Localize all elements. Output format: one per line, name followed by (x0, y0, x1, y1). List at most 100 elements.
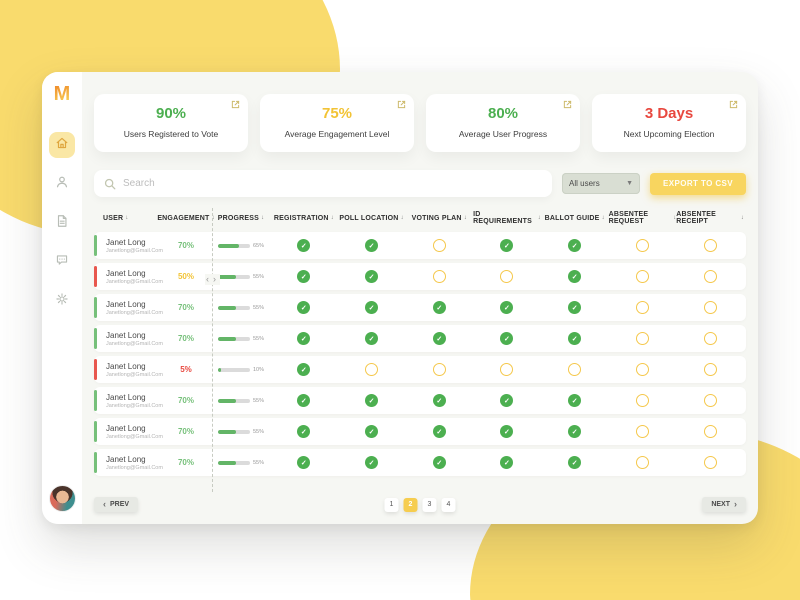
column-header[interactable]: PROGRESS ↓ (217, 214, 265, 222)
next-page-button[interactable]: NEXT › (702, 497, 746, 512)
status-cell (473, 301, 541, 314)
user-email: Janetlong@Gmail.Com (106, 340, 163, 347)
column-header[interactable]: POLL LOCATION ↓ (339, 214, 404, 222)
progress-bar (217, 274, 250, 279)
table-row[interactable]: Janet Long Janetlong@Gmail.Com 50% 55% (94, 263, 746, 290)
status-cell (541, 332, 609, 345)
status-complete-icon (568, 456, 582, 469)
table-row[interactable]: Janet Long Janetlong@Gmail.Com 70% 65% (94, 232, 746, 259)
user-email: Janetlong@Gmail.Com (106, 371, 163, 378)
search-icon (104, 178, 116, 190)
status-cell (473, 363, 541, 376)
stat-card-election: 3 Days Next Upcoming Election (592, 94, 746, 152)
status-pending-icon (703, 456, 717, 469)
progress-fill (217, 429, 236, 434)
status-cell (676, 239, 744, 252)
progress-cell: 55% (212, 429, 270, 435)
page-button-2[interactable]: 2 (403, 497, 418, 512)
status-pending-icon (703, 270, 717, 283)
external-link-icon[interactable] (231, 100, 240, 109)
nav-messages[interactable] (49, 249, 75, 275)
status-pending-icon (500, 363, 514, 376)
status-cell (405, 394, 473, 407)
progress-cell: 55% (212, 274, 270, 280)
status-pending-icon (703, 301, 717, 314)
external-link-icon[interactable] (729, 100, 738, 109)
status-pending-icon (568, 363, 582, 376)
status-cell (338, 301, 406, 314)
nav-settings[interactable] (49, 288, 75, 314)
app-logo: M (53, 83, 71, 105)
status-cell (473, 425, 541, 438)
nav-documents[interactable] (49, 210, 75, 236)
status-pending-icon (635, 332, 649, 345)
status-cell (270, 270, 338, 283)
status-cell (676, 270, 744, 283)
progress-cell: 10% (212, 367, 270, 373)
user-name: Janet Long (106, 454, 146, 464)
page-button-4[interactable]: 4 (441, 497, 456, 512)
export-csv-button[interactable]: EXPORT TO CSV (650, 172, 746, 195)
stat-label: Users Registered to Vote (123, 129, 219, 139)
column-header[interactable]: ABSENTEE RECEIPT ↓ (676, 211, 744, 225)
status-complete-icon (432, 456, 446, 469)
progress-cell: 65% (212, 243, 270, 249)
status-cell (609, 239, 677, 252)
column-header[interactable]: REGISTRATION ↓ (273, 214, 334, 222)
column-header[interactable]: BALLOT GUIDE ↓ (544, 214, 605, 222)
status-complete-icon (500, 456, 514, 469)
search-input[interactable] (123, 178, 543, 189)
table-row[interactable]: Janet Long Janetlong@Gmail.Com 70% 55% (94, 387, 746, 414)
status-pending-icon (635, 425, 649, 438)
stat-label: Average User Progress (458, 129, 548, 139)
column-header[interactable]: ID REQUIREMENTS ↓ (473, 211, 541, 225)
external-link-icon[interactable] (563, 100, 572, 109)
external-link-icon[interactable] (397, 100, 406, 109)
table-row[interactable]: Janet Long Janetlong@Gmail.Com 70% 55% (94, 418, 746, 445)
table-row[interactable]: Janet Long Janetlong@Gmail.Com 70% 55% (94, 449, 746, 476)
status-complete-icon (365, 301, 379, 314)
stat-value: 80% (487, 105, 519, 122)
user-avatar[interactable] (48, 485, 76, 512)
stat-card-progress: 80% Average User Progress (426, 94, 580, 152)
app-window: M (42, 72, 758, 524)
nav-home[interactable] (49, 132, 75, 158)
stat-label: Average Engagement Level (284, 129, 390, 139)
status-complete-icon (500, 301, 514, 314)
status-pending-icon (635, 394, 649, 407)
nav-users[interactable] (49, 171, 75, 197)
user-name: Janet Long (106, 268, 146, 278)
sort-icon: ↓ (601, 215, 605, 221)
column-header[interactable]: USER ↓ (103, 214, 129, 222)
progress-cell: 55% (212, 336, 270, 342)
column-header[interactable]: ENGAGEMENT ↓ (157, 214, 215, 222)
status-complete-icon (365, 270, 379, 283)
chevron-down-icon: ▼ (626, 180, 634, 187)
page-button-1[interactable]: 1 (384, 497, 399, 512)
user-filter-dropdown[interactable]: All users ▼ (562, 173, 641, 194)
prev-page-button[interactable]: ‹ PREV (94, 497, 139, 512)
status-cell (609, 363, 677, 376)
status-cell (405, 456, 473, 469)
table-row[interactable]: Janet Long Janetlong@Gmail.Com 70% 55% (94, 294, 746, 321)
user-email: Janetlong@Gmail.Com (106, 309, 163, 316)
chevron-right-icon: › (734, 499, 737, 509)
status-pending-icon (635, 239, 649, 252)
status-cell (270, 425, 338, 438)
user-cell: Janet Long Janetlong@Gmail.Com (94, 359, 163, 380)
table-row[interactable]: Janet Long Janetlong@Gmail.Com 70% 55% (94, 325, 746, 352)
page-button-3[interactable]: 3 (422, 497, 437, 512)
status-cell (270, 332, 338, 345)
status-complete-icon (500, 394, 514, 407)
column-resize-handle[interactable]: ‹› (205, 274, 220, 285)
table-row[interactable]: Janet Long Janetlong@Gmail.Com 5% 10% (94, 356, 746, 383)
column-header[interactable]: ABSENTEE REQUEST ↓ (608, 211, 677, 225)
user-cell: Janet Long Janetlong@Gmail.Com (94, 390, 163, 411)
status-complete-icon (297, 425, 311, 438)
status-complete-icon (568, 425, 582, 438)
status-cell (473, 239, 541, 252)
column-header[interactable]: VOTING PLAN ↓ (411, 214, 467, 222)
engagement-value: 70% (177, 427, 194, 436)
progress-percent: 55% (252, 304, 264, 311)
